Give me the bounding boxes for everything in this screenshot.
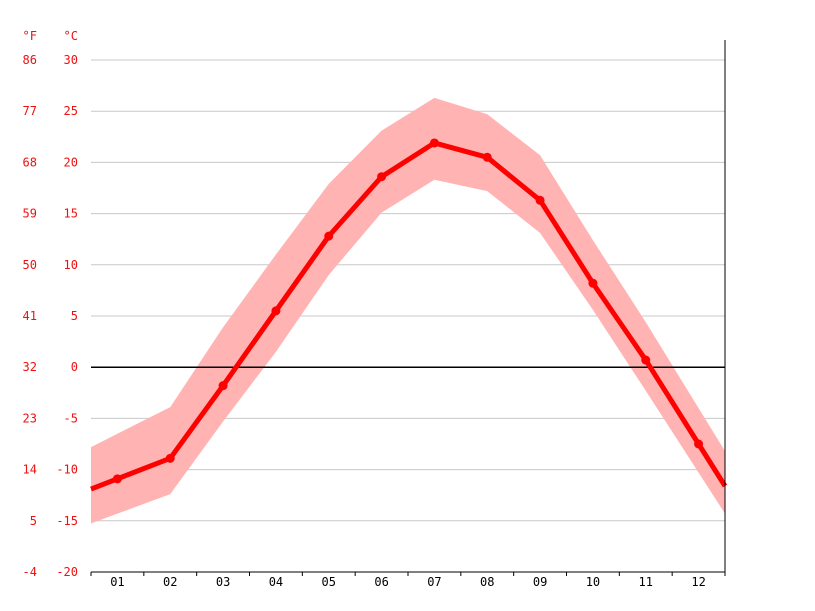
y-tick-celsius: -5	[64, 411, 78, 425]
data-point	[218, 381, 228, 391]
y-tick-fahrenheit: 86	[23, 53, 37, 67]
fahrenheit-unit-label: °F	[23, 29, 37, 43]
y-tick-celsius: 0	[71, 360, 78, 374]
x-tick-label: 04	[269, 575, 283, 589]
data-point	[482, 152, 492, 162]
y-tick-celsius: -20	[56, 565, 78, 579]
x-tick-label: 11	[639, 575, 653, 589]
y-ticks: 30 86 25 77 20 68 15 59 10 50 5 41 0 32 -5 23 -10 14 -15 5 -…	[23, 53, 78, 579]
data-point	[535, 195, 545, 205]
x-tick-label: 08	[480, 575, 494, 589]
data-point	[694, 439, 704, 449]
y-tick-fahrenheit: 59	[23, 207, 37, 221]
data-point	[165, 453, 175, 463]
y-tick-fahrenheit: 50	[23, 258, 37, 272]
temperature-range-band	[91, 97, 725, 524]
y-tick-celsius: -10	[56, 463, 78, 477]
data-points	[112, 138, 704, 484]
data-point	[429, 138, 439, 148]
y-tick-fahrenheit: 32	[23, 360, 37, 374]
y-tick-celsius: 5	[71, 309, 78, 323]
y-tick-fahrenheit: 14	[23, 463, 37, 477]
y-tick-celsius: 25	[64, 104, 78, 118]
x-tick-label: 06	[374, 575, 388, 589]
x-tick-label: 07	[427, 575, 441, 589]
data-point	[271, 306, 281, 316]
x-tick-label: 05	[322, 575, 336, 589]
x-tick-label: 03	[216, 575, 230, 589]
y-tick-celsius: 30	[64, 53, 78, 67]
y-tick-fahrenheit: -4	[23, 565, 37, 579]
y-tick-celsius: -15	[56, 514, 78, 528]
y-tick-celsius: 15	[64, 207, 78, 221]
y-tick-fahrenheit: 5	[30, 514, 37, 528]
y-tick-fahrenheit: 41	[23, 309, 37, 323]
y-tick-fahrenheit: 68	[23, 155, 37, 169]
x-tick-label: 12	[691, 575, 705, 589]
celsius-unit-label: °C	[64, 29, 78, 43]
y-tick-celsius: 10	[64, 258, 78, 272]
x-tick-label: 09	[533, 575, 547, 589]
data-point	[641, 355, 651, 365]
data-point	[588, 278, 598, 288]
average-temperature-line	[90, 140, 728, 492]
x-tick-label: 01	[110, 575, 124, 589]
data-point	[112, 474, 122, 484]
x-tick-label: 02	[163, 575, 177, 589]
x-tick-label: 10	[586, 575, 600, 589]
y-tick-celsius: 20	[64, 155, 78, 169]
x-ticks: 01 02 03 04 05 06 07 08 09 10 11 12	[90, 572, 726, 589]
data-point	[377, 172, 387, 182]
y-tick-fahrenheit: 77	[23, 104, 37, 118]
y-tick-fahrenheit: 23	[23, 411, 37, 425]
data-point	[324, 231, 334, 241]
